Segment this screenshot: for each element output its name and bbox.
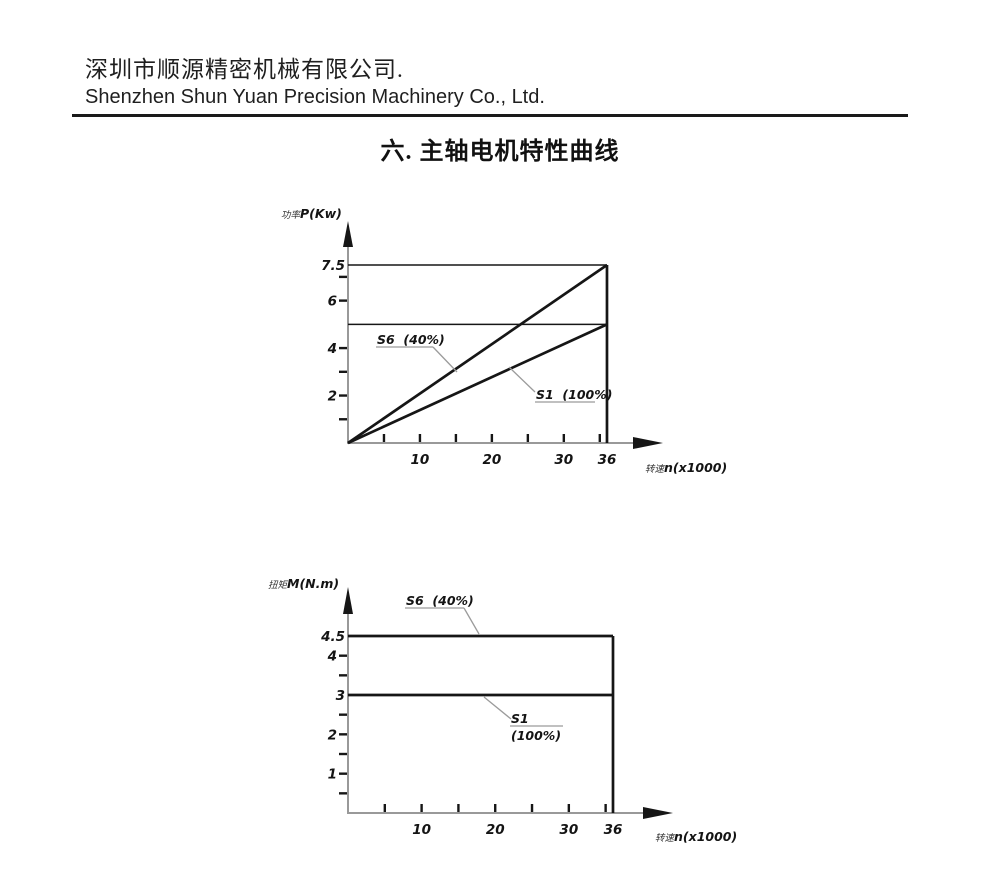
x-tick-label: 36 [604,822,623,838]
y-tick-label: 6 [328,294,337,310]
x-tick-label: 20 [486,822,505,838]
annotation-s1-100: S1 (100%) [483,696,563,743]
y-tick-label: 3 [336,688,345,704]
spindle-motor-torque-curve: 扭矩M(N.m) 转速n(x1000) 10 20 30 36 1 2 3 4 4.5 S6 (40%… [268,576,737,844]
y-tick-label: 1 [328,767,337,783]
series-annotation-text: S6 (40%) [377,332,445,347]
x-tick-label: 20 [482,452,501,468]
y-tick-label: 4 [327,341,337,357]
y-axis-arrow-icon [343,221,353,247]
company-name-cn: 深圳市顺源精密机械有限公司. [85,57,404,82]
y-tick-label: 2 [328,727,337,743]
x-tick-label: 30 [554,452,573,468]
series-annotation-text: S1 [511,711,529,726]
series-s6-40 [347,263,608,445]
y-axis-arrow-icon [343,587,353,614]
series-annotation-text: S1 (100%) [536,387,612,402]
y-tick-label: 2 [328,389,337,405]
x-axis-title: 转速n(x1000) [645,460,727,475]
x-axis-arrow-icon [643,807,673,819]
x-tick-label: 36 [598,452,617,468]
x-axis-arrow-icon [633,437,663,449]
series-annotation-text: S6 (40%) [406,593,474,608]
header-rule [72,114,908,117]
annotation-leader-line [483,696,512,720]
y-tick-label: 4.5 [320,629,345,645]
x-axis-title: 转速n(x1000) [655,829,737,844]
spindle-motor-power-curve: 功率P(Kw) 转速n(x1000) 10 20 30 36 2 4 6 7.5 S6 (40%) S… [281,206,727,475]
annotation-s6-40: S6 (40%) [405,593,480,635]
y-tick-label: 4 [327,649,337,665]
x-tick-label: 10 [411,452,430,468]
y-tick-label: 7.5 [321,258,345,274]
annotation-s6-40: S6 (40%) [376,332,458,373]
series-annotation-text: (100%) [511,728,561,743]
x-tick-label: 30 [559,822,578,838]
annotation-leader-line [463,607,480,635]
annotation-leader-line [432,346,458,373]
y-axis-title: 扭矩M(N.m) [268,576,339,591]
y-axis-title: 功率P(Kw) [281,206,342,221]
series-s1-100 [347,323,608,445]
annotation-leader-line [508,366,536,393]
page-title: 六. 主轴电机特性曲线 [380,139,620,165]
annotation-s1-100: S1 (100%) [508,366,612,403]
company-name-en: Shenzhen Shun Yuan Precision Machinery C… [85,86,545,108]
x-tick-label: 10 [412,822,431,838]
